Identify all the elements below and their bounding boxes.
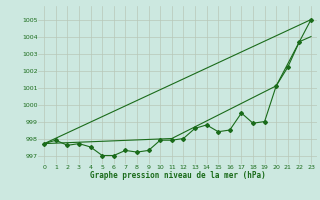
X-axis label: Graphe pression niveau de la mer (hPa): Graphe pression niveau de la mer (hPa) xyxy=(90,171,266,180)
